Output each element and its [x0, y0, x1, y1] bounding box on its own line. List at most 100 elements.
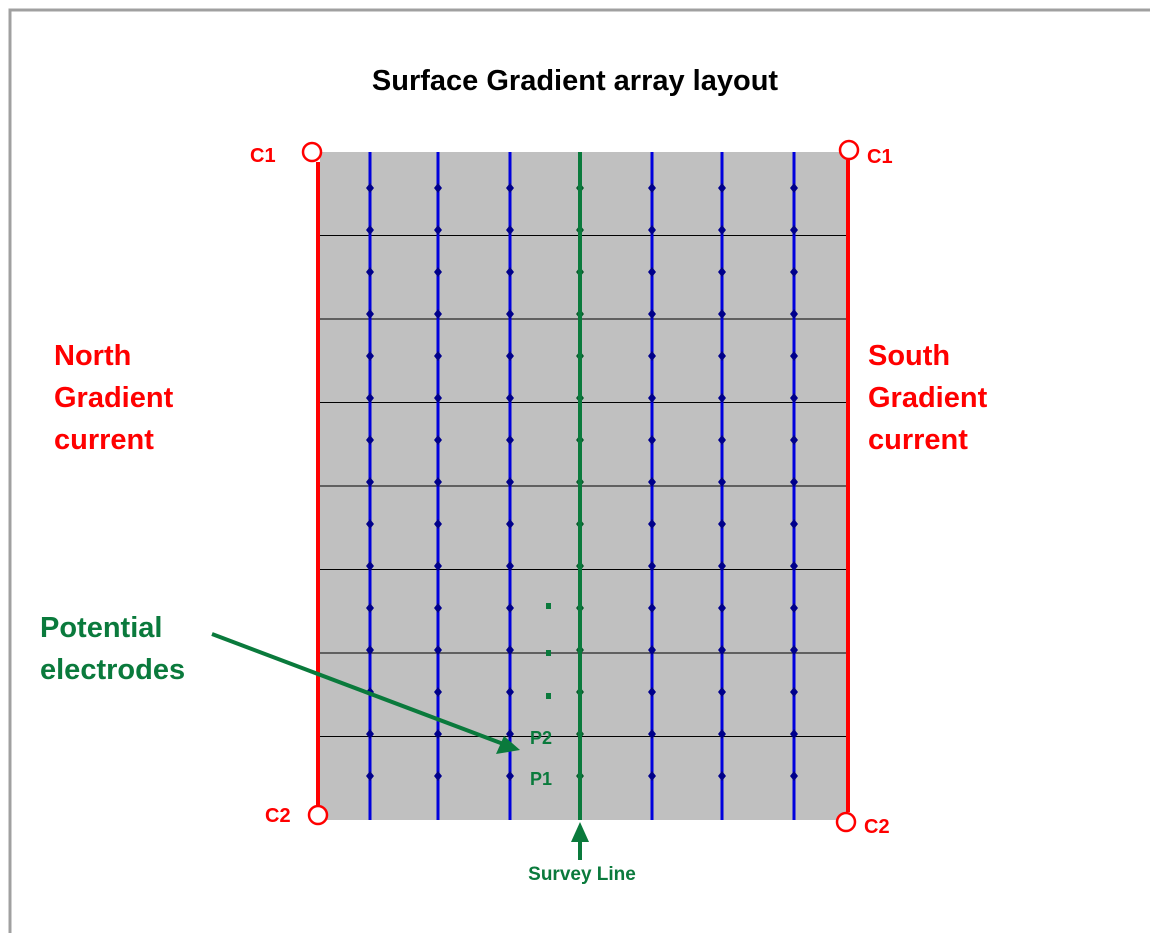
- label-c1-right: C1: [867, 146, 893, 168]
- electrode-station: [790, 225, 798, 235]
- electrode-station: [434, 771, 442, 781]
- electrode-station: [434, 225, 442, 235]
- ellipsis-dot: [546, 603, 551, 609]
- electrode-station: [790, 435, 798, 445]
- electrode-station: [506, 225, 514, 235]
- electrode-station: [506, 729, 514, 739]
- pointer-arrow: [211, 632, 507, 747]
- electrode-station: [648, 603, 656, 613]
- electrode-station: [790, 477, 798, 487]
- electrode-station: [648, 435, 656, 445]
- electrode-station: [718, 603, 726, 613]
- electrode-station: [366, 603, 374, 613]
- electrode-station: [648, 477, 656, 487]
- electrode-station: [648, 225, 656, 235]
- potential-line: electrodes: [40, 654, 185, 686]
- electrode-station: [648, 351, 656, 361]
- frame: [8, 8, 1150, 933]
- electrode-station: [718, 771, 726, 781]
- electrode-station: [648, 183, 656, 193]
- electrode-station: [790, 309, 798, 319]
- electrode-station: [434, 183, 442, 193]
- south-line: Gradient: [868, 382, 988, 414]
- electrode-station: [648, 393, 656, 403]
- electrode-station: [506, 603, 514, 613]
- electrode-station: [790, 603, 798, 613]
- electrode-station: [366, 519, 374, 529]
- electrode-station: [434, 309, 442, 319]
- electrode-station: [790, 771, 798, 781]
- electrode-station: [506, 687, 514, 697]
- electrode-station: [790, 729, 798, 739]
- electrode-station: [718, 687, 726, 697]
- electrode-station: [718, 561, 726, 571]
- electrode-station: [434, 561, 442, 571]
- electrode-station: [506, 477, 514, 487]
- ellipsis-dot: [546, 693, 551, 699]
- electrode-station: [506, 393, 514, 403]
- electrode-station: [366, 561, 374, 571]
- electrode-station: [506, 267, 514, 277]
- electrode-station: [506, 309, 514, 319]
- electrode-station: [366, 771, 374, 781]
- electrode-station: [506, 645, 514, 655]
- north-line: North: [54, 340, 131, 372]
- electrode-station: [434, 687, 442, 697]
- electrode-station: [366, 477, 374, 487]
- electrode-station: [434, 351, 442, 361]
- grid: [320, 152, 848, 820]
- north-line: current: [54, 424, 154, 456]
- electrode-station: [648, 519, 656, 529]
- electrode-station: [718, 225, 726, 235]
- electrode-station: [506, 435, 514, 445]
- electrode-c1-right: [838, 139, 860, 161]
- electrode-station: [366, 351, 374, 361]
- electrode-station: [648, 267, 656, 277]
- electrode-station: [506, 183, 514, 193]
- electrode-station: [790, 183, 798, 193]
- electrode-station: [648, 645, 656, 655]
- electrode-station: [718, 477, 726, 487]
- ellipsis-dot: [546, 650, 551, 656]
- electrode-station: [790, 645, 798, 655]
- south-line: South: [868, 340, 950, 372]
- label-c2-right: C2: [864, 816, 890, 838]
- electrode-station: [648, 687, 656, 697]
- label-p2: P2: [530, 728, 552, 748]
- north-label: North Gradient current: [54, 340, 181, 456]
- electrode-station: [366, 183, 374, 193]
- electrode-station: [366, 645, 374, 655]
- electrode-station: [434, 267, 442, 277]
- electrode-station: [506, 561, 514, 571]
- label-p1: P1: [530, 769, 552, 789]
- electrode-station: [366, 393, 374, 403]
- survey-arrowhead: [571, 822, 589, 842]
- south-label: South Gradient current: [868, 340, 995, 456]
- electrode-c2-left: [307, 804, 329, 826]
- electrode-station: [790, 267, 798, 277]
- electrode-station: [434, 729, 442, 739]
- electrode-station: [648, 309, 656, 319]
- electrode-station: [366, 729, 374, 739]
- potential-line: Potential: [40, 612, 162, 644]
- electrode-station: [718, 267, 726, 277]
- electrode-station: [648, 729, 656, 739]
- electrode-station: [366, 435, 374, 445]
- electrode-station: [790, 393, 798, 403]
- electrode-station: [648, 771, 656, 781]
- electrode-station: [718, 645, 726, 655]
- north-line: Gradient: [54, 382, 174, 414]
- electrode-station: [790, 561, 798, 571]
- electrode-station: [718, 519, 726, 529]
- electrode-station: [506, 771, 514, 781]
- electrode-station: [506, 351, 514, 361]
- electrode-station: [434, 603, 442, 613]
- electrode-station: [366, 309, 374, 319]
- label-c1-left: C1: [250, 145, 276, 167]
- electrode-station: [434, 645, 442, 655]
- electrode-station: [718, 183, 726, 193]
- label-c2-left: C2: [265, 805, 291, 827]
- title: Surface Gradient array layout: [372, 65, 778, 97]
- electrode-station: [434, 393, 442, 403]
- electrode-station: [648, 561, 656, 571]
